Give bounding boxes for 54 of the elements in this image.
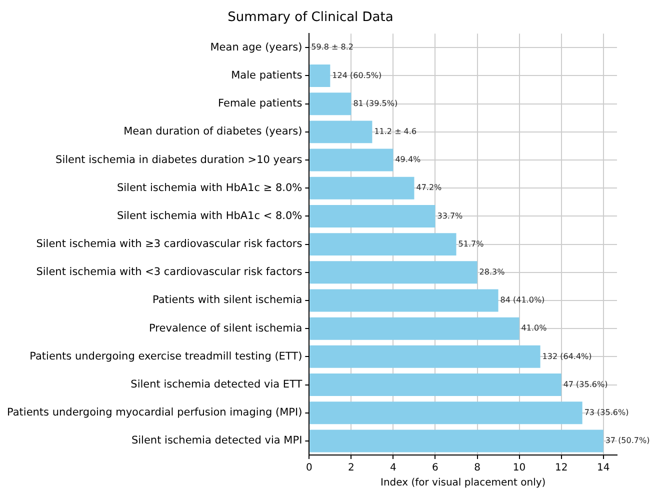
bar <box>310 289 498 312</box>
bar <box>310 345 540 368</box>
annotation: 59.8 ± 8.2 <box>311 42 354 52</box>
y-tick-label: Patients undergoing myocardial perfusion imaging (MPI) <box>6 406 302 419</box>
y-tick-label: Patients undergoing exercise treadmill testing (ETT) <box>30 350 302 362</box>
annotation: 28.3% <box>479 267 506 276</box>
annotation: 84 (41.0%) <box>500 296 545 305</box>
annotation: 51.7% <box>458 239 484 248</box>
x-tick-label: 14 <box>596 462 610 474</box>
annotation: 47 (35.6%) <box>563 380 608 389</box>
x-tick-label: 8 <box>474 462 480 474</box>
y-tick-label: Patients with silent ischemia <box>152 294 302 306</box>
bar <box>310 402 582 424</box>
annotation: 33.7% <box>437 211 464 220</box>
y-tick-label: Silent ischemia detected via ETT <box>130 378 303 390</box>
annotation: 41.0% <box>521 324 548 333</box>
bar <box>310 120 372 144</box>
bar <box>310 317 520 340</box>
annotation: 124 (60.5%) <box>332 70 382 80</box>
x-tick-label: 4 <box>390 462 396 474</box>
x-tick-label: 12 <box>554 462 568 474</box>
bar <box>310 176 414 200</box>
bar <box>310 233 456 256</box>
bar <box>310 148 394 172</box>
y-tick-label: Silent ischemia detected via MPI <box>131 434 302 447</box>
x-axis-title: Index (for visual placement only) <box>380 478 546 489</box>
y-tick-label: Silent ischemia with ≥3 cardiovascular risk factors <box>36 238 302 250</box>
annotation: 73 (35.6%) <box>584 408 629 417</box>
y-tick-label: Silent ischemia in diabetes duration >10 years <box>56 154 302 166</box>
y-tick-label: Male patients <box>231 69 302 82</box>
bar <box>310 261 478 284</box>
chart-title: Summary of Clinical Data <box>228 10 394 26</box>
annotation: 11.2 ± 4.6 <box>374 127 417 136</box>
bar <box>310 92 352 116</box>
y-tick-label: Mean duration of diabetes (years) <box>124 126 302 138</box>
y-tick-label: Silent ischemia with HbA1c < 8.0% <box>116 210 302 222</box>
x-tick-label: 6 <box>432 462 438 474</box>
bar <box>310 374 562 396</box>
y-tick-label: Prevalence of silent ischemia <box>149 322 302 334</box>
y-tick-label: Silent ischemia with HbA1c ≥ 8.0% <box>116 182 302 194</box>
bar <box>310 430 604 452</box>
annotation: 81 (39.5%) <box>353 98 398 108</box>
x-tick-label: 2 <box>348 462 354 474</box>
bar <box>310 64 330 87</box>
annotation: 49.4% <box>395 155 422 164</box>
annotation: 47.2% <box>416 183 442 192</box>
bar <box>310 204 436 228</box>
x-tick-label: 0 <box>306 462 312 474</box>
y-tick-label: Silent ischemia with <3 cardiovascular risk factors <box>36 266 302 278</box>
annotation: 132 (64.4%) <box>542 352 592 361</box>
y-tick-label: Female patients <box>218 98 302 110</box>
y-tick-label: Mean age (years) <box>210 41 302 54</box>
x-tick-label: 10 <box>512 462 526 474</box>
annotation: 37 (50.7%) <box>605 436 650 446</box>
